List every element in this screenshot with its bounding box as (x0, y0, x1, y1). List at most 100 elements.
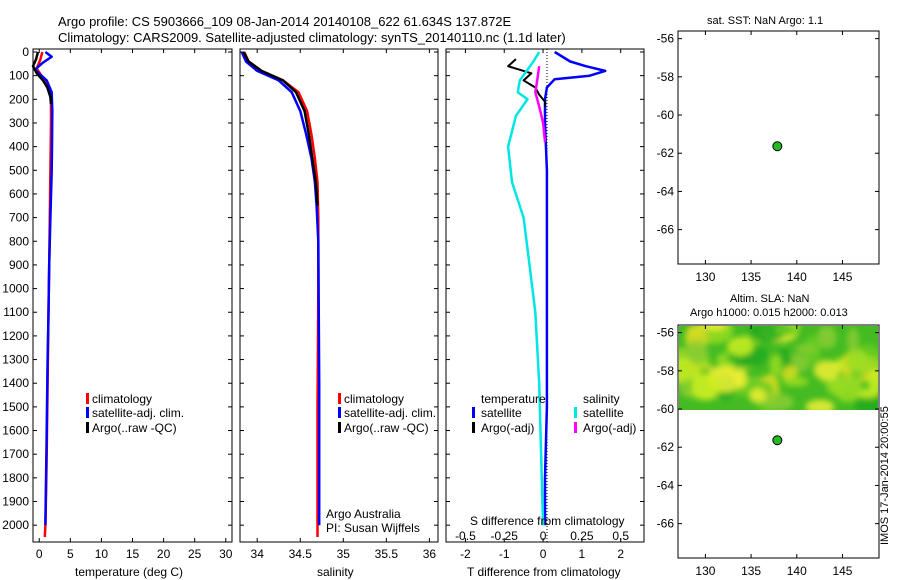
temperature-x-tick-label: 0 (36, 547, 43, 561)
difference-x-tick-label: 0 (540, 547, 547, 561)
credit-line2: PI: Susan Wijffels (326, 521, 420, 535)
temp-legend-argo-swatch (86, 422, 89, 433)
sla-map-title: Altim. SLA: NaN (730, 293, 810, 305)
sst-map-y-tick-label: -66 (657, 223, 675, 237)
sla-argo-location (772, 435, 783, 446)
sla-field-blob (867, 370, 878, 393)
temperature-x-tick-label: 25 (188, 547, 202, 561)
sst-map-y-tick-label: -64 (657, 184, 675, 198)
difference-lines (506, 50, 607, 526)
sla-field-blob (774, 326, 800, 336)
salinity-series-2 (242, 51, 319, 206)
temperature-x-axis: 0 5 10 15 20 25 30 (36, 49, 233, 561)
sal-legend-satellite-swatch (338, 407, 341, 418)
sst-map-title: sat. SST: NaN Argo: 1.1 (707, 15, 823, 27)
sla-field-blob (727, 336, 754, 357)
difference-series-0 (543, 50, 607, 526)
temperature-x-tick-label: 30 (219, 547, 233, 561)
sst-map-y-tick-label: -60 (657, 108, 675, 122)
sal-legend-argo: Argo(..raw -QC) (344, 421, 429, 435)
difference-series-2 (506, 51, 545, 526)
temp-legend-argo: Argo(..raw -QC) (92, 421, 177, 435)
sal-legend-climatology-swatch (338, 393, 341, 404)
sla-field-blob (846, 327, 860, 353)
sla-field-blob (749, 388, 767, 404)
diff-legend-t-argo-swatch (472, 422, 475, 433)
sla-field-blob (769, 354, 783, 375)
difference-series-3 (534, 66, 547, 143)
difference-panel (445, 48, 645, 543)
temperature-x-tick-label: 20 (157, 547, 171, 561)
difference-x-tick-label: -1 (499, 547, 510, 561)
sst-map-y-tick-label: -58 (657, 70, 675, 84)
temperature-lines (31, 50, 54, 538)
diff-legend-t-argo: Argo(-adj) (481, 421, 534, 435)
side-timestamp-label: IMOS 17-Jan-2014 20:00:55 (879, 406, 891, 545)
difference-x-tick-label: 2 (617, 547, 624, 561)
depth-tick-label: 100 (9, 69, 29, 83)
temperature-series-2 (31, 51, 53, 105)
sla-field-blob (762, 393, 794, 410)
depth-tick-label: 1600 (2, 424, 29, 438)
depth-tick-label: 1700 (2, 447, 29, 461)
temperature-panel (32, 48, 233, 543)
salinity-x-tick-label: 35 (337, 547, 351, 561)
sla-map-x-tick-label: 140 (787, 564, 807, 578)
depth-tick-label: 700 (9, 211, 29, 225)
sla-field-blob (691, 373, 720, 401)
depth-tick-label: 1300 (2, 353, 29, 367)
sst-map-x-tick-label: 145 (832, 270, 852, 284)
depth-tick-label: 1200 (2, 329, 29, 343)
sla-map-x-tick-label: 135 (741, 564, 761, 578)
sst-map-x-tick-label: 130 (695, 270, 715, 284)
sst-map-x-tick-label: 140 (787, 270, 807, 284)
header-line1: Argo profile: CS 5903666_109 08-Jan-2014… (58, 14, 512, 29)
sla-field (679, 326, 878, 410)
salinity-x-tick-label: 35.5 (375, 547, 399, 561)
salinity-x-tick-label: 36 (423, 547, 437, 561)
sla-field-blob (684, 340, 709, 363)
depth-tick-label: 1100 (3, 305, 29, 319)
temperature-series-1 (33, 50, 54, 526)
diff-legend-s-sat: satellite (583, 406, 624, 420)
difference-legend: temperature salinity satellite Argo(-adj… (472, 392, 636, 435)
sla-field-blob (782, 376, 809, 387)
difference-x2label: S difference from climatology (470, 514, 625, 528)
sla-map-axes: 130 135 140 145 -56 -58 -60 -62 -64 -66 (657, 325, 879, 578)
sla-field-blob (813, 360, 841, 381)
temp-legend-climatology: climatology (92, 392, 152, 406)
sla-field-blob (795, 343, 818, 354)
sla-map-x-tick-label: 130 (695, 564, 715, 578)
sla-field-blob (733, 367, 748, 389)
salinity-x-tick-label: 34.5 (289, 547, 313, 561)
difference-x-tick-label: 1 (579, 547, 586, 561)
depth-tick-label: 0 (22, 45, 29, 59)
depth-tick-label: 300 (9, 116, 29, 130)
sla-field-blob (833, 375, 862, 403)
diff-legend-s-argo-swatch (574, 422, 577, 433)
difference-series-1 (507, 58, 546, 107)
sla-field-blobs (679, 326, 878, 410)
difference-s-tick-label: -0.25 (491, 529, 519, 543)
salinity-series-1 (240, 51, 321, 526)
difference-s-tick-label: 0.25 (570, 529, 594, 543)
header-line2: Climatology: CARS2009. Satellite-adjuste… (58, 30, 566, 45)
difference-x-tick-label: -2 (460, 547, 471, 561)
sst-map-x-tick-label: 135 (741, 270, 761, 284)
temp-legend-satellite-swatch (86, 407, 89, 418)
diff-legend-s-sat-swatch (574, 407, 577, 418)
sla-map-panel (677, 324, 880, 559)
sla-map-y-tick-label: -58 (657, 364, 675, 378)
difference-x-axis: -2 -1 0 1 2 (460, 49, 624, 561)
difference-s-axis: -0.5 -0.25 0 0.25 0.5 (455, 529, 629, 543)
diff-legend-t-sat: satellite (481, 406, 522, 420)
sst-map-axes: 130 135 140 145 -56 -58 -60 -62 -64 -66 (657, 31, 879, 284)
depth-tick-label: 200 (9, 92, 29, 106)
salinity-x-tick-label: 34 (251, 547, 265, 561)
salinity-legend: climatology satellite-adj. clim. Argo(..… (338, 392, 436, 435)
salinity-panel (239, 48, 439, 543)
sla-field-blob (805, 399, 835, 410)
temperature-x-tick-label: 15 (126, 547, 140, 561)
sla-map-points (772, 435, 783, 446)
depth-tick-label: 1900 (2, 495, 29, 509)
